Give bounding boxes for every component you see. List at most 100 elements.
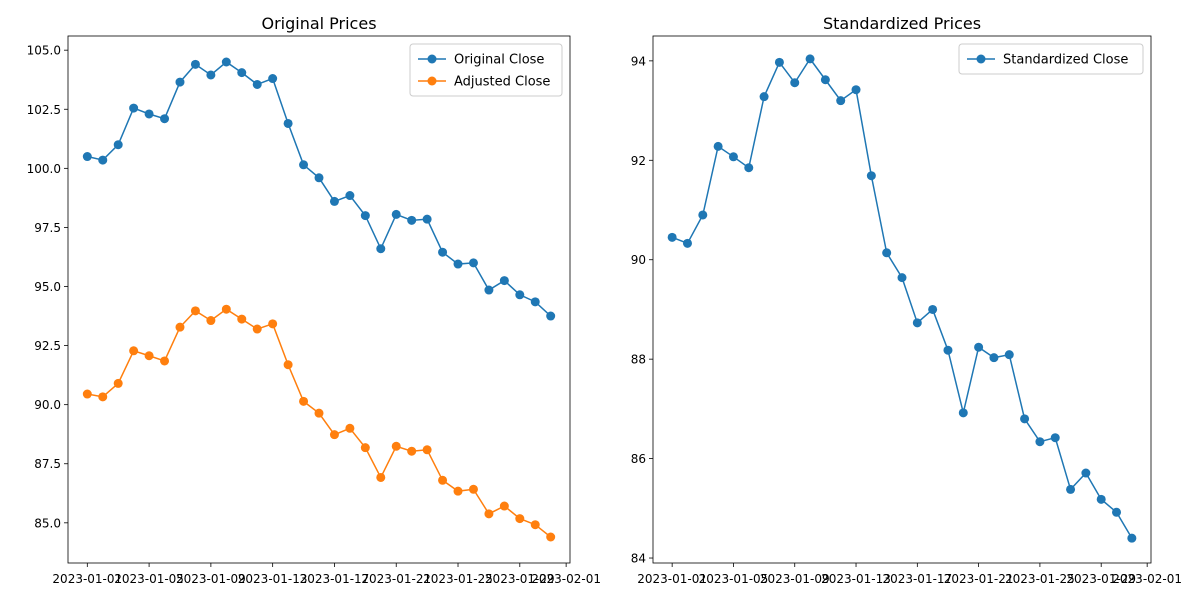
legend-label: Standardized Close (1003, 53, 1128, 68)
x-tick-label: 2023-01-05 (699, 572, 769, 586)
data-point (82, 389, 92, 399)
data-point (221, 57, 231, 67)
y-tick-label: 87.5 (34, 457, 61, 471)
data-point (422, 214, 432, 224)
data-point (252, 324, 262, 334)
data-point (728, 152, 738, 162)
y-tick-label: 105.0 (27, 44, 61, 58)
data-point (407, 446, 417, 456)
data-point (790, 78, 800, 88)
legend: Original Close Adjusted Close (409, 43, 563, 97)
data-point (129, 103, 139, 113)
data-point (345, 423, 355, 433)
data-point (376, 472, 386, 482)
x-tick-label: 2023-01-09 (760, 572, 830, 586)
x-tick-label: 2023-01-17 (882, 572, 952, 586)
data-point (299, 160, 309, 170)
data-point (113, 378, 123, 388)
data-point (1066, 484, 1076, 494)
data-point (484, 509, 494, 519)
chart-title: Standardized Prices (823, 14, 981, 33)
data-point (98, 155, 108, 165)
data-point (1081, 468, 1091, 478)
data-point (546, 311, 556, 321)
data-point (98, 392, 108, 402)
y-tick-label: 92.5 (34, 339, 61, 353)
y-tick-label: 94 (631, 54, 646, 68)
data-point (113, 140, 123, 150)
x-tick-label: 2023-01-21 (361, 572, 431, 586)
data-point (206, 70, 216, 80)
data-point (774, 57, 784, 67)
data-point (160, 356, 170, 366)
data-point (237, 314, 247, 324)
y-tick-label: 86 (631, 452, 646, 466)
data-point (836, 96, 846, 106)
data-point (744, 163, 754, 173)
x-tick-label: 2023-01-29 (485, 572, 555, 586)
data-point (468, 258, 478, 268)
x-tick-label: 2023-01-05 (114, 572, 184, 586)
data-point (283, 360, 293, 370)
data-point (851, 85, 861, 95)
y-tick-label: 85.0 (34, 516, 61, 530)
y-tick-label: 88 (631, 353, 646, 367)
chart-panel-1: Original Prices 85.0 87.5 90.0 92.5 95.0 97.5 1… (27, 14, 601, 586)
data-point (376, 244, 386, 254)
data-point (438, 475, 448, 485)
x-tick-label: 2023-01-13 (238, 572, 308, 586)
series-line (87, 308, 552, 538)
x-tick-label: 2023-01-21 (944, 572, 1014, 586)
data-point (1020, 414, 1030, 424)
data-point (882, 248, 892, 258)
y-tick-label: 95.0 (34, 280, 61, 294)
data-point (175, 77, 185, 87)
x-tick-label: 2023-01-01 (637, 572, 707, 586)
data-point (314, 173, 324, 183)
data-point (1112, 507, 1122, 517)
data-point (1127, 533, 1137, 543)
x-tick-label: 2023-01-29 (1066, 572, 1136, 586)
data-point (484, 285, 494, 295)
y-tick-label: 84 (631, 552, 646, 566)
data-point (499, 501, 509, 511)
x-tick-label: 2023-01-17 (300, 572, 370, 586)
legend: Standardized Close (958, 43, 1144, 75)
series-1 (82, 57, 556, 321)
y-tick-label: 90.0 (34, 398, 61, 412)
data-point (391, 441, 401, 451)
legend-box (409, 43, 563, 97)
data-point (866, 171, 876, 181)
data-point (546, 532, 556, 542)
data-point (160, 114, 170, 124)
data-point (314, 408, 324, 418)
data-point (360, 211, 370, 221)
series-1 (667, 54, 1137, 543)
data-point (422, 445, 432, 455)
y-tick-label: 90 (631, 253, 646, 267)
legend-label: Adjusted Close (454, 75, 550, 90)
data-point (237, 68, 247, 78)
data-point (144, 109, 154, 119)
data-point (820, 75, 830, 85)
legend-marker (976, 54, 986, 64)
data-point (805, 54, 815, 64)
data-point (759, 92, 769, 102)
x-tick-label: 2023-02-01 (1112, 572, 1182, 586)
y-tick-label: 100.0 (27, 162, 61, 176)
data-point (958, 408, 968, 418)
chart-title: Original Prices (261, 14, 376, 33)
axes-frame (652, 35, 1152, 564)
data-point (453, 486, 463, 496)
data-point (129, 346, 139, 356)
data-point (175, 322, 185, 332)
data-point (468, 484, 478, 494)
data-point (989, 353, 999, 363)
data-point (530, 520, 540, 530)
data-point (268, 74, 278, 84)
data-point (206, 316, 216, 326)
y-tick-label: 97.5 (34, 221, 61, 235)
data-point (190, 306, 200, 316)
data-point (407, 215, 417, 225)
